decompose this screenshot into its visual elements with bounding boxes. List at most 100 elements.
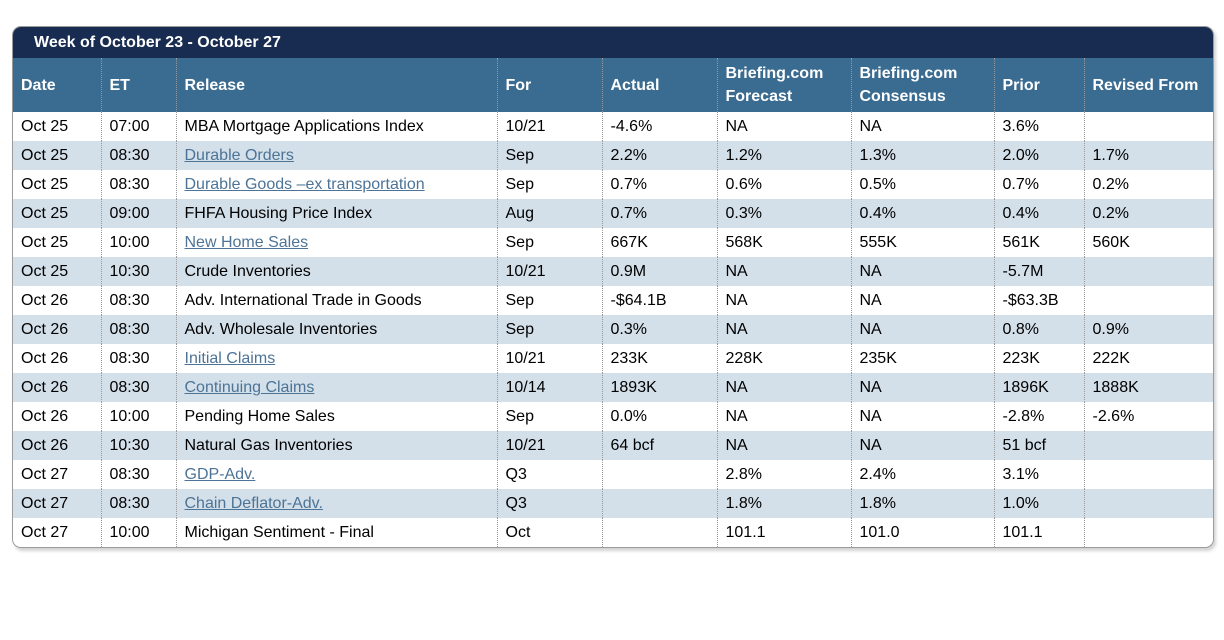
cell-prior: -5.7M <box>993 257 1084 286</box>
cell-actual: 0.3% <box>601 315 717 344</box>
cell-date: Oct 25 <box>13 170 101 199</box>
cell-date: Oct 26 <box>13 344 101 373</box>
cell-forecast: NA <box>716 402 851 431</box>
cell-prior: 0.8% <box>993 315 1084 344</box>
cell-forecast: NA <box>716 286 851 315</box>
cell-consensus: NA <box>850 402 994 431</box>
cell-prior: -$63.3B <box>993 286 1084 315</box>
release-link[interactable]: GDP-Adv. <box>184 466 256 483</box>
cell-for: 10/21 <box>496 431 602 460</box>
cell-date: Oct 26 <box>13 431 101 460</box>
cell-actual <box>601 460 717 489</box>
cell-et: 10:30 <box>100 257 176 286</box>
table-row: Oct 25 09:00 FHFA Housing Price Index Aug 0.… <box>13 199 1213 228</box>
cell-forecast: 228K <box>716 344 851 373</box>
cell-prior: 223K <box>993 344 1084 373</box>
cell-prior: 3.1% <box>993 460 1084 489</box>
cell-et: 08:30 <box>100 344 176 373</box>
cell-forecast: NA <box>716 373 851 402</box>
cell-et: 08:30 <box>100 315 176 344</box>
cell-prior: 1896K <box>993 373 1084 402</box>
cell-for: 10/14 <box>496 373 602 402</box>
cell-date: Oct 27 <box>13 460 101 489</box>
header-row: Date ET Release For Actual Briefing.com Forec… <box>13 58 1213 112</box>
cell-consensus: 1.3% <box>850 141 994 170</box>
cell-for: Sep <box>496 228 602 257</box>
cell-forecast: 101.1 <box>716 518 851 547</box>
cell-date: Oct 25 <box>13 141 101 170</box>
cell-forecast: 1.2% <box>716 141 851 170</box>
cell-forecast: 568K <box>716 228 851 257</box>
table-row: Oct 26 10:00 Pending Home Sales Sep 0.0% NA NA… <box>13 402 1213 431</box>
column-header-revised: Revised From <box>1083 58 1213 112</box>
cell-release: FHFA Housing Price Index <box>175 199 497 228</box>
cell-date: Oct 26 <box>13 402 101 431</box>
cell-consensus: 0.5% <box>850 170 994 199</box>
cell-et: 08:30 <box>100 460 176 489</box>
cell-revised <box>1083 460 1213 489</box>
cell-actual: 233K <box>601 344 717 373</box>
column-header-actual: Actual <box>601 58 717 112</box>
cell-release: MBA Mortgage Applications Index <box>175 112 497 141</box>
cell-for: Aug <box>496 199 602 228</box>
cell-et: 08:30 <box>100 489 176 518</box>
cell-actual <box>601 489 717 518</box>
cell-consensus: NA <box>850 315 994 344</box>
table-row: Oct 26 10:30 Natural Gas Inventories 10/21 6… <box>13 431 1213 460</box>
cell-revised <box>1083 431 1213 460</box>
cell-prior: 101.1 <box>993 518 1084 547</box>
cell-actual <box>601 518 717 547</box>
cell-consensus: 0.4% <box>850 199 994 228</box>
cell-release: Crude Inventories <box>175 257 497 286</box>
cell-revised: 0.9% <box>1083 315 1213 344</box>
release-link[interactable]: Continuing Claims <box>184 379 315 396</box>
cell-et: 08:30 <box>100 141 176 170</box>
release-link[interactable]: New Home Sales <box>184 234 309 251</box>
cell-consensus: NA <box>850 431 994 460</box>
cell-actual: 0.9M <box>601 257 717 286</box>
cell-release: Durable Orders <box>175 141 497 170</box>
cell-for: Q3 <box>496 460 602 489</box>
release-link[interactable]: Durable Goods –ex transportation <box>184 176 425 193</box>
cell-et: 10:00 <box>100 402 176 431</box>
table-row: Oct 25 07:00 MBA Mortgage Applications Ind… <box>13 112 1213 141</box>
cell-for: 10/21 <box>496 344 602 373</box>
cell-actual: -$64.1B <box>601 286 717 315</box>
cell-date: Oct 27 <box>13 518 101 547</box>
cell-prior: 3.6% <box>993 112 1084 141</box>
cell-revised <box>1083 518 1213 547</box>
cell-actual: -4.6% <box>601 112 717 141</box>
cell-forecast: NA <box>716 112 851 141</box>
cell-actual: 1893K <box>601 373 717 402</box>
cell-date: Oct 25 <box>13 112 101 141</box>
release-link[interactable]: Initial Claims <box>184 350 276 367</box>
cell-release: Pending Home Sales <box>175 402 497 431</box>
table-row: Oct 25 08:30 Durable Orders Sep 2.2% 1.2% 1.3%… <box>13 141 1213 170</box>
cell-date: Oct 25 <box>13 228 101 257</box>
cell-forecast: NA <box>716 315 851 344</box>
cell-for: Sep <box>496 141 602 170</box>
column-header-et: ET <box>100 58 176 112</box>
cell-et: 07:00 <box>100 112 176 141</box>
cell-for: Sep <box>496 315 602 344</box>
cell-revised <box>1083 286 1213 315</box>
cell-prior: 1.0% <box>993 489 1084 518</box>
cell-date: Oct 26 <box>13 315 101 344</box>
cell-consensus: 235K <box>850 344 994 373</box>
release-link[interactable]: Durable Orders <box>184 147 294 164</box>
cell-date: Oct 25 <box>13 199 101 228</box>
column-header-for: For <box>496 58 602 112</box>
cell-et: 08:30 <box>100 170 176 199</box>
release-link[interactable]: Chain Deflator-Adv. <box>184 495 323 512</box>
cell-prior: 2.0% <box>993 141 1084 170</box>
economic-calendar: Week of October 23 - October 27 Date ET Re… <box>12 26 1214 548</box>
cell-prior: 51 bcf <box>993 431 1084 460</box>
cell-revised <box>1083 489 1213 518</box>
cell-prior: 0.4% <box>993 199 1084 228</box>
cell-actual: 667K <box>601 228 717 257</box>
cell-date: Oct 25 <box>13 257 101 286</box>
cell-for: Oct <box>496 518 602 547</box>
cell-prior: -2.8% <box>993 402 1084 431</box>
cell-release: Adv. International Trade in Goods <box>175 286 497 315</box>
cell-consensus: NA <box>850 112 994 141</box>
